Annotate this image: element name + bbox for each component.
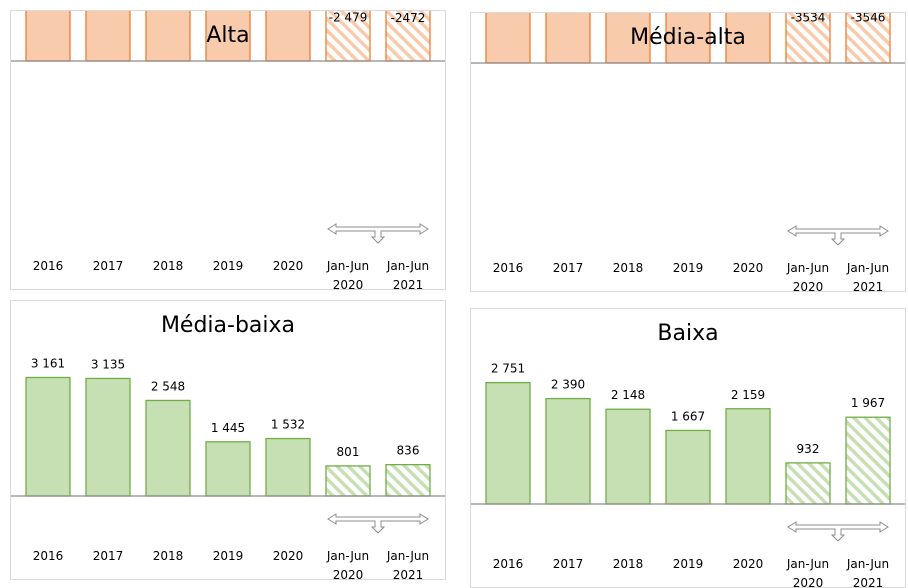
chart-title: Média-alta [630, 25, 746, 50]
value-label: 2 159 [731, 388, 765, 402]
value-label: 932 [797, 442, 820, 456]
value-label: 3 161 [31, 356, 65, 370]
bar [265, 437, 311, 497]
bar [725, 408, 771, 505]
x-tick-label: 2018 [612, 261, 644, 275]
x-tick-label: 2016 [32, 259, 64, 273]
chart-panel: 2 751 2 390 2 148 1 667 2 159 932 1 967 Baixa 20… [470, 308, 906, 588]
x-tick-label: Jan-Jun 2020 [326, 549, 370, 582]
value-label: 2 548 [151, 379, 185, 393]
x-tick-label: 2019 [672, 261, 704, 275]
x-tick-label: Jan-Jun 2020 [786, 261, 830, 294]
bar [485, 381, 531, 505]
x-tick-label: Jan-Jun 2021 [386, 259, 430, 292]
x-tick-label: Jan-Jun 2020 [786, 557, 830, 588]
x-tick-label: 2020 [732, 261, 764, 275]
bar [785, 462, 831, 505]
value-label: 2 148 [611, 388, 645, 402]
x-tick-label: 2016 [492, 557, 524, 571]
period-arrow [327, 513, 429, 534]
chart-panel: 3 161 3 135 2 548 1 445 1 532 801 836 Média-bai… [10, 300, 446, 582]
x-tick-label: Jan-Jun 2020 [326, 259, 370, 292]
value-label: 1 667 [671, 409, 705, 423]
value-label: -3546 [851, 13, 886, 24]
bar [545, 397, 591, 505]
bar [25, 376, 71, 497]
chart-title: Média-baixa [160, 313, 296, 338]
value-label: 3 135 [91, 357, 125, 371]
x-tick-label: Jan-Jun 2021 [386, 549, 430, 582]
bar [385, 463, 431, 497]
bar [145, 399, 191, 497]
value-label: 1 445 [211, 421, 245, 435]
value-label: 1 967 [851, 396, 885, 410]
bar [845, 416, 891, 505]
x-tick-label: Jan-Jun 2021 [846, 557, 890, 588]
bar [665, 429, 711, 505]
chart: -6676-7 814-8 293-8 180-6814-3534-3546 [471, 13, 905, 246]
x-tick-label: 2016 [32, 549, 64, 563]
period-arrow [787, 225, 889, 246]
chart: -4069-4296-5 190-6927-4858-2 479-2472 [11, 11, 445, 244]
bar [205, 11, 251, 62]
bar [385, 11, 431, 62]
period-arrow [787, 521, 889, 542]
value-label: -3534 [791, 13, 826, 25]
value-label: 1 532 [271, 418, 305, 432]
x-tick-label: 2017 [552, 261, 584, 275]
chart-title: Alta [206, 23, 250, 48]
x-tick-label: 2019 [212, 549, 244, 563]
x-tick-label: 2020 [272, 259, 304, 273]
x-tick-label: Jan-Jun 2021 [846, 261, 890, 294]
value-label: 836 [397, 444, 420, 458]
x-tick-label: 2020 [732, 557, 764, 571]
bar [785, 13, 831, 64]
value-label: 2 390 [551, 378, 585, 392]
x-tick-label: 2016 [492, 261, 524, 275]
bar [205, 441, 251, 497]
chart: 3 161 3 135 2 548 1 445 1 532 801 836 [11, 356, 445, 534]
x-tick-label: 2019 [672, 557, 704, 571]
bar [25, 11, 71, 62]
chart-panel: -4069-4296-5 190-6927-4858-2 479-2472Alt… [10, 10, 446, 292]
bar [605, 408, 651, 505]
x-tick-label: 2018 [612, 557, 644, 571]
value-label: -2 479 [329, 11, 368, 25]
x-tick-label: 2017 [92, 549, 124, 563]
chart-panel: -6676-7 814-8 293-8 180-6814-3534-3546Mé… [470, 12, 906, 294]
x-tick-label: 2020 [272, 549, 304, 563]
bar [85, 11, 131, 62]
x-tick-label: 2017 [92, 259, 124, 273]
chart: 2 751 2 390 2 148 1 667 2 159 932 1 967 [471, 362, 905, 542]
bar [325, 465, 371, 497]
value-label: 2 751 [491, 362, 525, 376]
x-tick-label: 2017 [552, 557, 584, 571]
x-tick-label: 2019 [212, 259, 244, 273]
x-tick-label: 2018 [152, 549, 184, 563]
value-label: 801 [337, 445, 360, 459]
value-label: -2472 [391, 11, 426, 25]
bar [845, 13, 891, 64]
bar [85, 377, 131, 497]
x-tick-label: 2018 [152, 259, 184, 273]
chart-title: Baixa [657, 321, 719, 346]
period-arrow [327, 223, 429, 244]
